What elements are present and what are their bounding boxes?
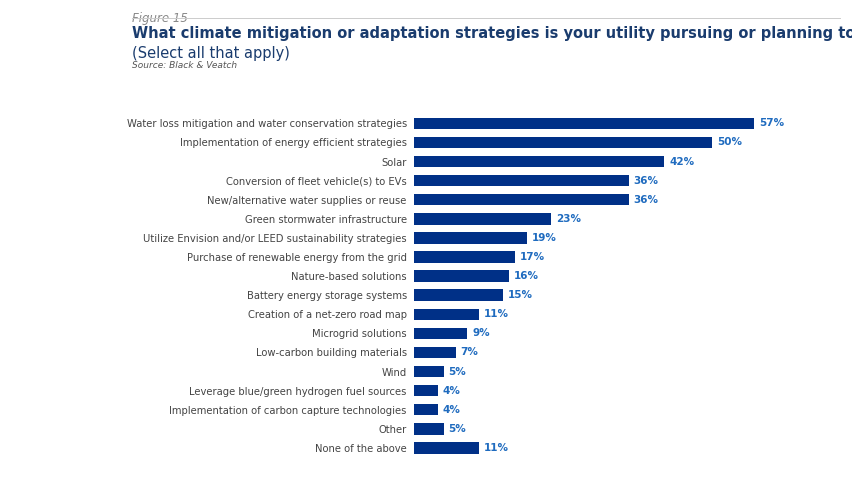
Text: 15%: 15%	[508, 290, 532, 300]
Bar	[413, 385, 437, 396]
Text: 42%: 42%	[669, 156, 694, 167]
Bar	[413, 213, 550, 225]
Bar	[413, 175, 628, 186]
Text: 23%: 23%	[556, 214, 580, 224]
Bar	[413, 347, 455, 358]
Text: 11%: 11%	[484, 309, 509, 319]
Text: 17%: 17%	[520, 252, 544, 262]
Text: 5%: 5%	[448, 367, 465, 376]
Text: 11%: 11%	[484, 443, 509, 453]
Text: 4%: 4%	[442, 405, 460, 415]
Text: Source: Black & Veatch: Source: Black & Veatch	[132, 61, 237, 71]
Bar	[413, 232, 527, 244]
Text: (Select all that apply): (Select all that apply)	[132, 46, 290, 60]
Text: 5%: 5%	[448, 424, 465, 434]
Bar	[413, 366, 443, 377]
Bar	[413, 404, 437, 415]
Text: 19%: 19%	[532, 233, 556, 243]
Text: Figure 15: Figure 15	[132, 12, 188, 25]
Text: 36%: 36%	[633, 176, 658, 186]
Bar	[413, 442, 479, 454]
Bar	[413, 118, 753, 129]
Text: 36%: 36%	[633, 195, 658, 204]
Bar	[413, 270, 509, 282]
Bar	[413, 251, 515, 263]
Bar	[413, 289, 503, 301]
Bar	[413, 156, 664, 167]
Bar	[413, 194, 628, 205]
Text: 16%: 16%	[514, 271, 538, 281]
Bar	[413, 309, 479, 320]
Bar	[413, 327, 467, 339]
Text: 7%: 7%	[460, 348, 478, 358]
Text: What climate mitigation or adaptation strategies is your utility pursuing or pla: What climate mitigation or adaptation st…	[132, 26, 852, 41]
Bar	[413, 137, 711, 148]
Bar	[413, 423, 443, 434]
Text: 50%: 50%	[717, 137, 741, 147]
Text: 57%: 57%	[758, 119, 783, 128]
Text: 4%: 4%	[442, 385, 460, 396]
Text: 9%: 9%	[472, 328, 489, 338]
